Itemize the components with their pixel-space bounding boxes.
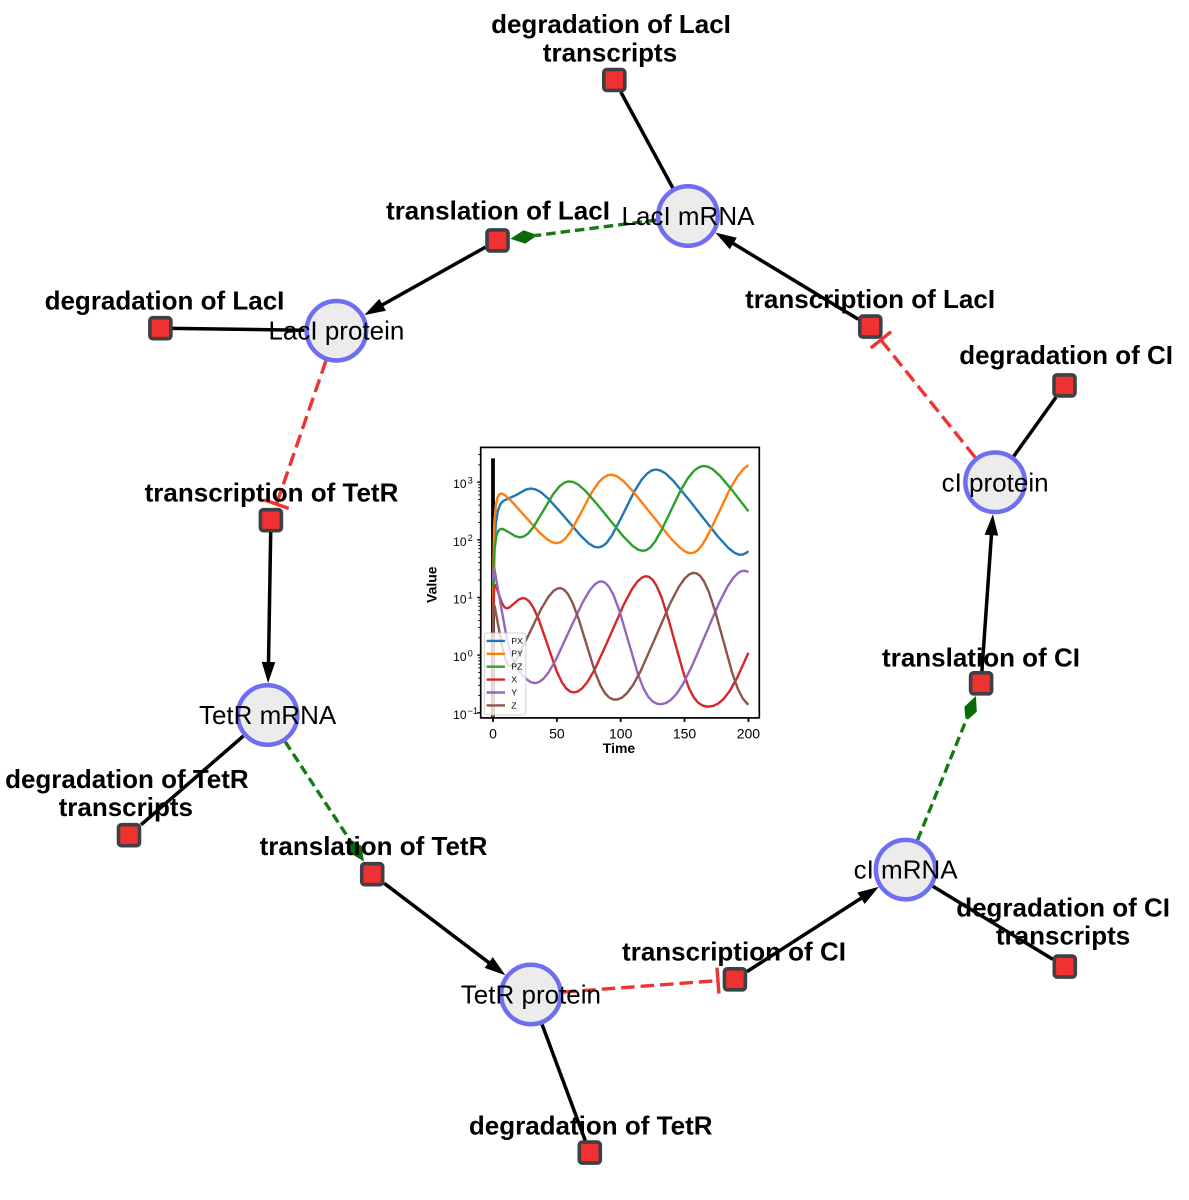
svg-text:transcripts: transcripts	[59, 792, 193, 822]
svg-text:10: 10	[453, 477, 467, 491]
svg-text:degradation of CI: degradation of CI	[959, 340, 1173, 370]
svg-text:PX: PX	[511, 636, 523, 646]
svg-text:TetR protein: TetR protein	[461, 980, 601, 1010]
svg-text:Z: Z	[511, 700, 517, 710]
svg-text:transcripts: transcripts	[543, 38, 677, 68]
svg-text:100: 100	[609, 725, 633, 741]
svg-text:Y: Y	[511, 687, 517, 697]
svg-text:Value: Value	[423, 566, 439, 603]
svg-text:1: 1	[468, 591, 473, 601]
svg-text:degradation of LacI: degradation of LacI	[45, 286, 285, 316]
svg-text:degradation of CI: degradation of CI	[956, 892, 1170, 922]
svg-text:10: 10	[453, 535, 467, 549]
svg-text:LacI mRNA: LacI mRNA	[622, 201, 756, 231]
svg-text:10: 10	[453, 708, 467, 722]
svg-text:10: 10	[453, 593, 467, 607]
svg-text:translation of LacI: translation of LacI	[386, 196, 610, 226]
svg-text:transcripts: transcripts	[996, 920, 1130, 950]
svg-text:cI mRNA: cI mRNA	[854, 855, 959, 885]
svg-text:PZ: PZ	[511, 662, 523, 672]
svg-text:0: 0	[489, 725, 497, 741]
svg-text:Time: Time	[603, 740, 636, 756]
svg-text:degradation of LacI: degradation of LacI	[491, 9, 731, 39]
svg-text:translation of TetR: translation of TetR	[260, 831, 488, 861]
svg-text:10: 10	[453, 650, 467, 664]
svg-text:LacI protein: LacI protein	[268, 316, 404, 346]
svg-text:−1: −1	[468, 706, 478, 716]
svg-text:TetR mRNA: TetR mRNA	[199, 700, 337, 730]
svg-text:X: X	[511, 675, 517, 685]
svg-text:degradation of TetR: degradation of TetR	[5, 764, 249, 794]
svg-text:0: 0	[468, 648, 473, 658]
svg-text:150: 150	[673, 725, 697, 741]
svg-text:2: 2	[468, 533, 473, 543]
svg-text:200: 200	[737, 725, 761, 741]
svg-text:transcription of CI: transcription of CI	[622, 937, 846, 967]
svg-text:transcription of LacI: transcription of LacI	[745, 284, 995, 314]
svg-text:3: 3	[468, 475, 473, 485]
svg-text:50: 50	[549, 725, 565, 741]
svg-text:translation of CI: translation of CI	[882, 643, 1080, 673]
svg-text:cI protein: cI protein	[942, 467, 1049, 497]
svg-text:PY: PY	[511, 649, 523, 659]
svg-text:degradation of TetR: degradation of TetR	[469, 1110, 713, 1140]
svg-text:transcription of TetR: transcription of TetR	[145, 478, 399, 508]
